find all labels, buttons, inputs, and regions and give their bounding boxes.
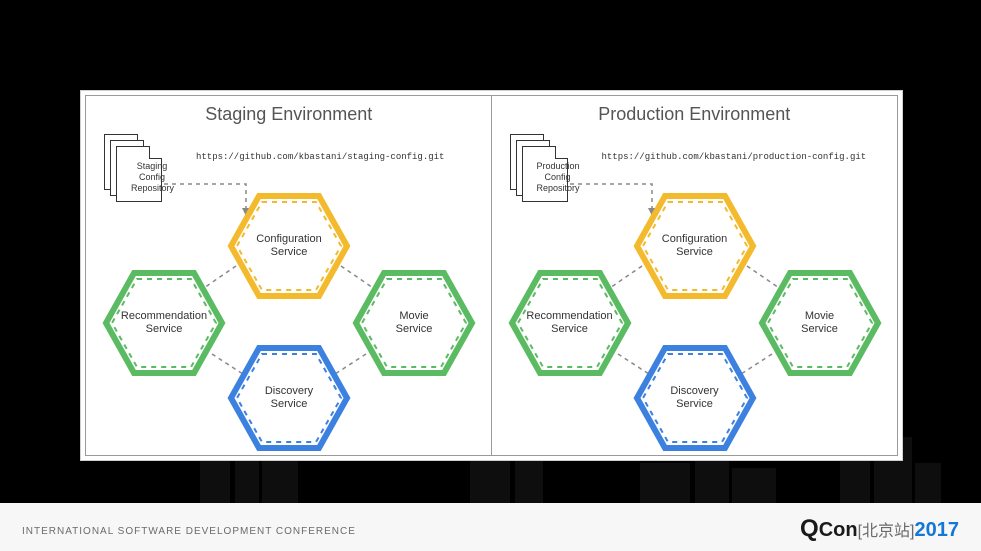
- hex-discovery-production: DiscoveryService: [635, 346, 755, 450]
- hex-label: RecommendationService: [104, 271, 224, 375]
- hex-label: DiscoveryService: [229, 346, 349, 450]
- hex-label: MovieService: [354, 271, 474, 375]
- repo-icon-staging: StagingConfigRepository: [104, 134, 166, 206]
- repo-url-staging: https://github.com/kbastani/staging-conf…: [196, 152, 444, 162]
- repo-url-production: https://github.com/kbastani/production-c…: [602, 152, 867, 162]
- logo-year: 2017: [915, 519, 960, 541]
- hex-movie-staging: MovieService: [354, 271, 474, 375]
- hex-label: RecommendationService: [510, 271, 630, 375]
- hex-config-production: ConfigurationService: [635, 194, 755, 298]
- repo-label-production: ProductionConfigRepository: [537, 161, 579, 194]
- env-staging: Staging Environment https://github.com/k…: [86, 96, 492, 455]
- hex-label: ConfigurationService: [635, 194, 755, 298]
- hex-discovery-staging: DiscoveryService: [229, 346, 349, 450]
- footer-conference-text: INTERNATIONAL SOFTWARE DEVELOPMENT CONFE…: [22, 526, 356, 537]
- env-title-staging: Staging Environment: [86, 104, 492, 125]
- hex-recommend-staging: RecommendationService: [104, 271, 224, 375]
- hex-movie-production: MovieService: [760, 271, 880, 375]
- logo-station: [北京站]: [858, 523, 915, 540]
- footer-logo: QCon[北京站]2017: [800, 515, 959, 543]
- env-production: Production Environment https://github.co…: [491, 96, 898, 455]
- hex-label: DiscoveryService: [635, 346, 755, 450]
- hex-recommend-production: RecommendationService: [510, 271, 630, 375]
- logo-con: Con: [819, 519, 858, 541]
- repo-label-staging: StagingConfigRepository: [131, 161, 173, 194]
- diagram-panel: Staging Environment https://github.com/k…: [80, 90, 903, 461]
- hex-label: ConfigurationService: [229, 194, 349, 298]
- hex-config-staging: ConfigurationService: [229, 194, 349, 298]
- logo-q: Q: [800, 515, 819, 542]
- diagram-inner: Staging Environment https://github.com/k…: [85, 95, 898, 456]
- hex-label: MovieService: [760, 271, 880, 375]
- env-title-production: Production Environment: [492, 104, 898, 125]
- repo-icon-production: ProductionConfigRepository: [510, 134, 572, 206]
